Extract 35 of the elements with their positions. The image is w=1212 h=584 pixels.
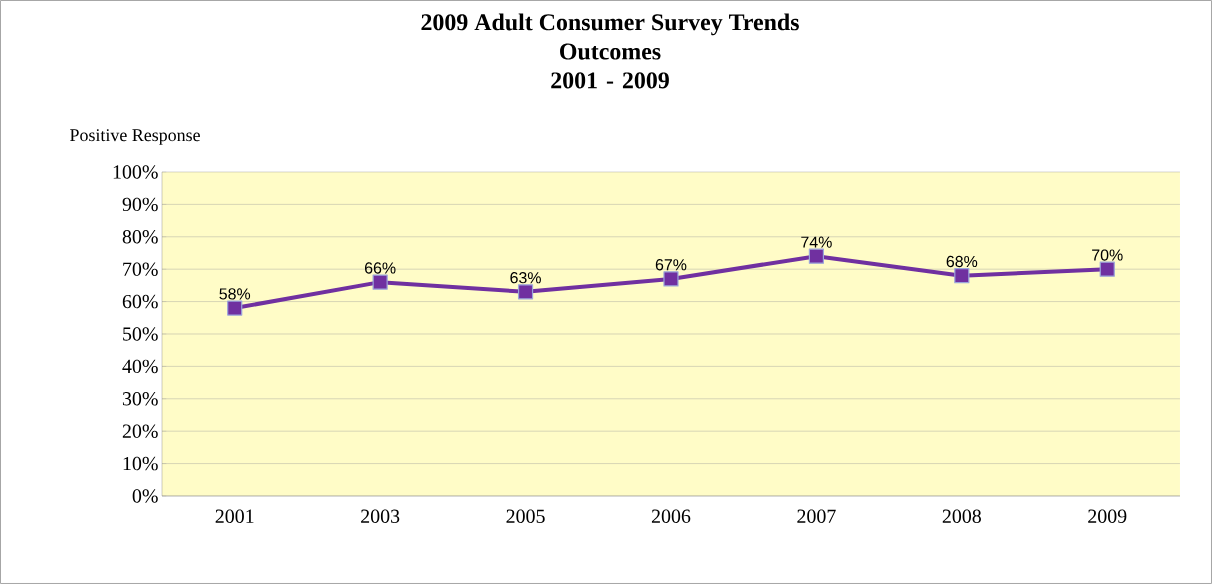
y-tick-label: 70% — [123, 262, 158, 276]
chart-subtitle: Outcomes 2001 - 2009 — [551, 43, 669, 89]
point — [372, 274, 388, 290]
data-label: 70% — [1092, 249, 1123, 261]
y-tick-label: 90% — [122, 197, 158, 212]
x-tick-label: 2001 — [215, 509, 254, 523]
data-label: 67% — [655, 259, 687, 271]
x-tick-label: 2007 — [797, 509, 836, 523]
data-label: 58% — [219, 288, 251, 300]
point — [954, 268, 970, 284]
y-tick-label: 30% — [122, 392, 158, 406]
x-tick-label: 2008 — [942, 509, 981, 523]
y-axis-title: Positive Response — [70, 129, 200, 145]
x-tick-label: 2009 — [1088, 509, 1127, 523]
x-tick-label: 2005 — [506, 509, 545, 523]
point — [1099, 261, 1115, 277]
data-label: 63% — [510, 272, 541, 284]
point — [517, 284, 534, 300]
y-tick-label: 10% — [123, 456, 158, 471]
chart-title: 2009 Adult Consumer Survey Trends — [421, 13, 799, 36]
data-label: 74% — [801, 236, 832, 248]
y-tick-label: 0% — [132, 489, 158, 503]
x-tick-label: 2003 — [361, 509, 400, 523]
y-tick-label: 20% — [122, 424, 158, 438]
point — [663, 271, 679, 287]
y-tick-label: 100% — [113, 165, 158, 179]
point — [808, 248, 825, 264]
point — [227, 300, 243, 316]
y-tick-label: 80% — [122, 230, 158, 244]
x-tick-label: 2006 — [651, 509, 691, 523]
data-label: 66% — [365, 262, 396, 274]
y-tick-label: 40% — [122, 359, 158, 374]
y-tick-label: 60% — [122, 294, 158, 309]
y-tick-label: 50% — [123, 327, 158, 341]
data-label: 68% — [946, 255, 978, 268]
